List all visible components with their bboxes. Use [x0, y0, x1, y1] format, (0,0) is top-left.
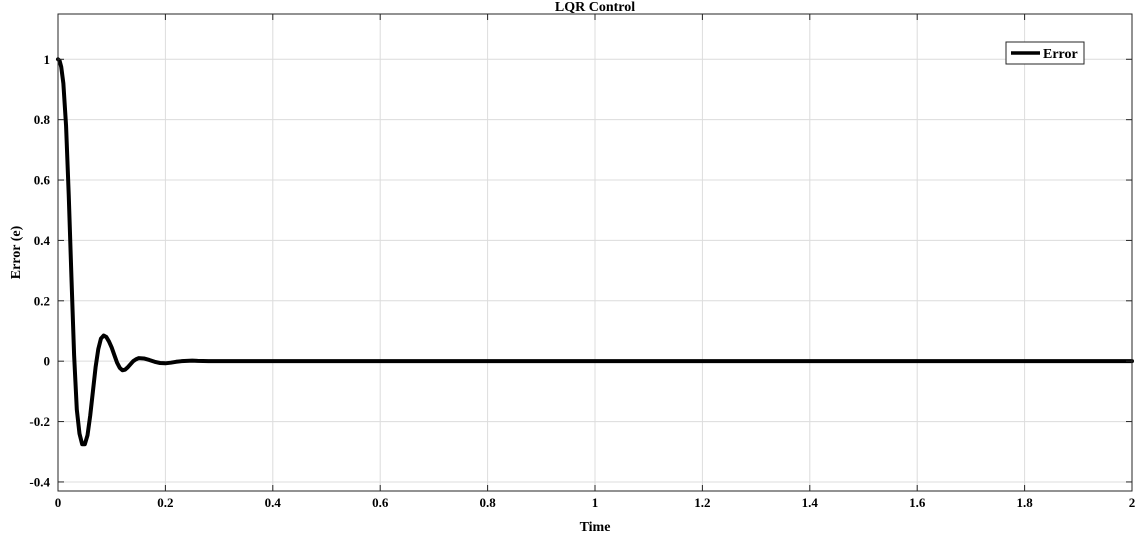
x-tick-label-3: 0.6 [372, 495, 389, 510]
x-tick-label-6: 1.2 [694, 495, 710, 510]
x-axis-label: Time [580, 520, 611, 535]
y-tick-label-6: 0.8 [34, 112, 51, 127]
series-layer [56, 57, 1134, 447]
y-tick-label-0: -0.4 [29, 474, 50, 489]
chart-title: LQR Control [555, 0, 635, 15]
x-tick-label-4: 0.8 [479, 495, 496, 510]
y-tick-label-2: 0 [44, 354, 51, 369]
y-axis-label: Error (e) [9, 225, 24, 279]
ticks: 0 0.2 0.4 0.6 0.8 1 1.2 1.4 1.6 1.8 2 -0.4 -0.2 0 0.2 0… [29, 14, 1135, 510]
legend: Error [1005, 41, 1085, 65]
legend-label-error: Error [1043, 47, 1078, 62]
x-tick-label-5: 1 [592, 495, 599, 510]
x-tick-label-0: 0 [55, 495, 62, 510]
x-tick-label-10: 2 [1129, 495, 1136, 510]
y-tick-label-1: -0.2 [29, 414, 50, 429]
series-line-error [56, 57, 1134, 447]
x-tick-label-2: 0.4 [265, 495, 282, 510]
x-tick-label-8: 1.6 [909, 495, 926, 510]
y-tick-label-4: 0.4 [34, 233, 51, 248]
x-tick-label-9: 1.8 [1016, 495, 1033, 510]
y-tick-label-7: 1 [44, 52, 51, 67]
y-tick-label-3: 0.2 [34, 293, 50, 308]
y-tick-label-5: 0.6 [34, 173, 51, 188]
x-tick-label-1: 0.2 [157, 495, 173, 510]
x-tick-label-7: 1.4 [802, 495, 819, 510]
legend-box [1005, 41, 1085, 65]
